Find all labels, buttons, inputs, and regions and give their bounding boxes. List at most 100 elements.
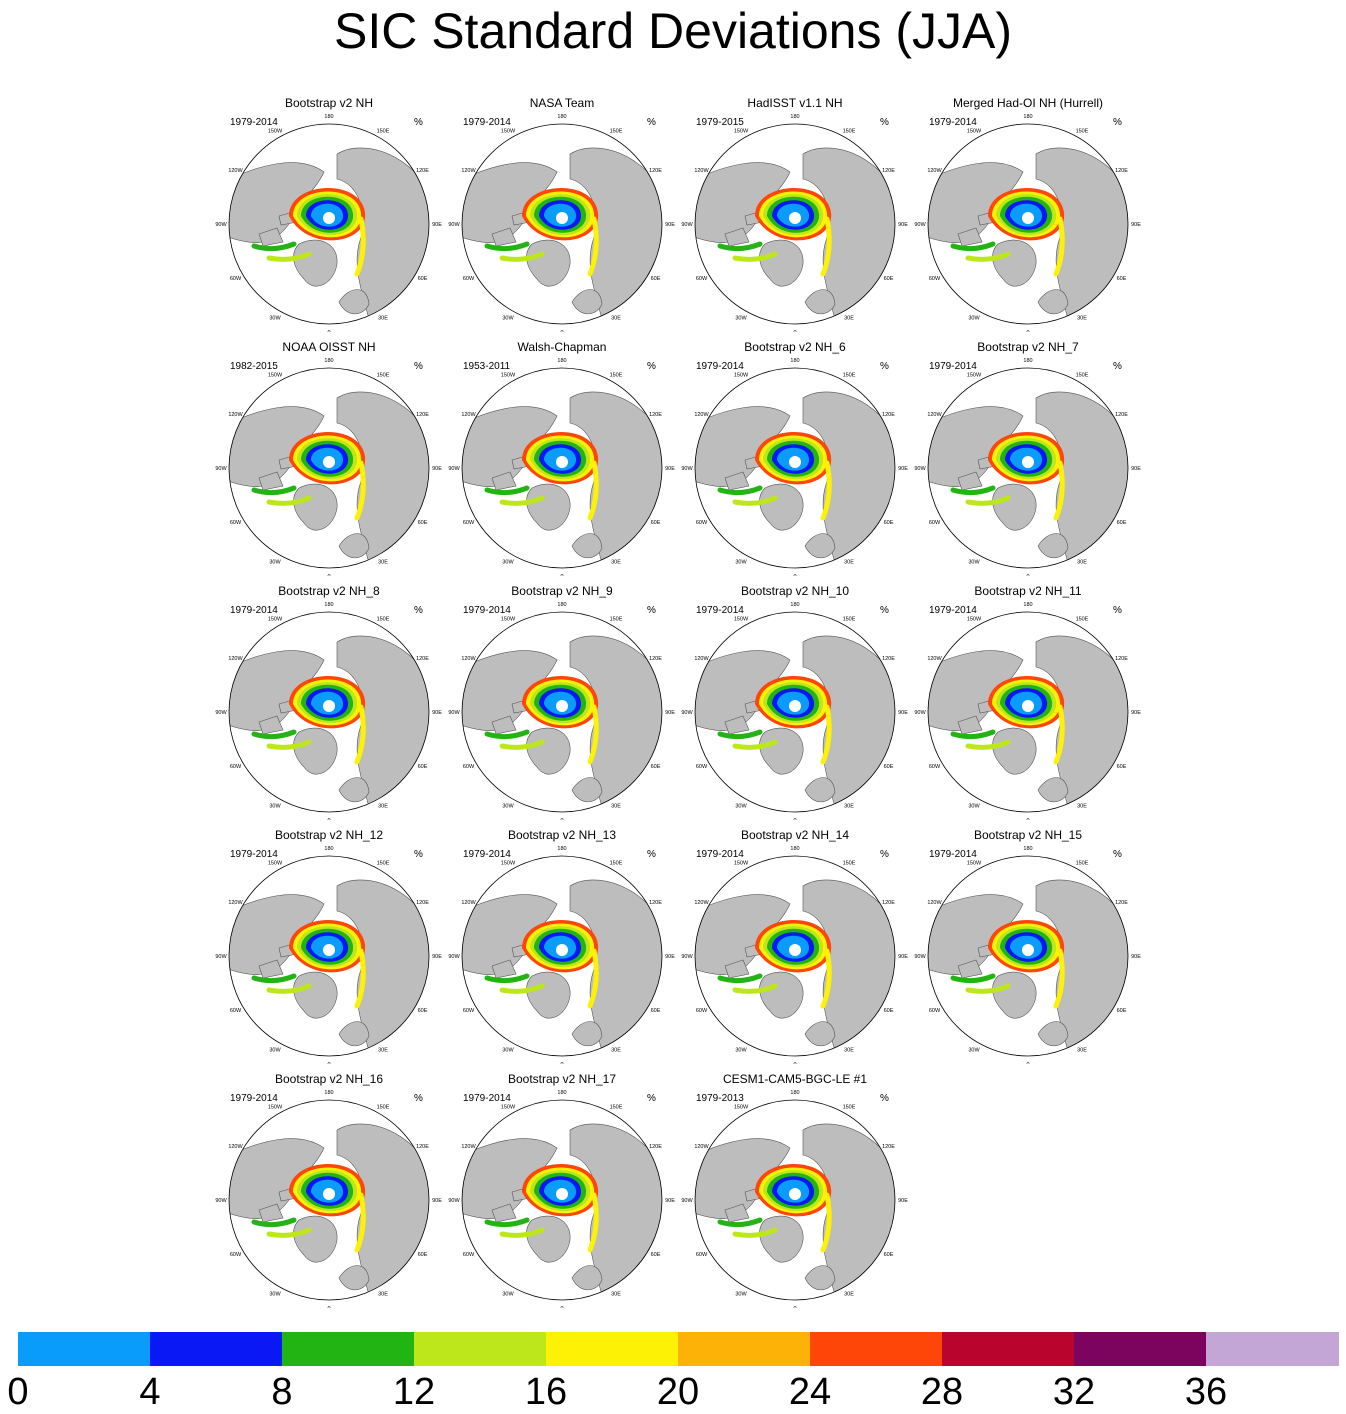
longitude-label: 30E	[378, 560, 388, 566]
sic-contour	[354, 216, 366, 277]
longitude-label: 120E	[649, 656, 662, 662]
panel-units: %	[880, 117, 889, 128]
land-mass	[804, 1265, 836, 1291]
sic-contour	[499, 739, 545, 750]
panel-period: 1979-2014	[929, 117, 977, 128]
pole-hole	[1022, 700, 1034, 712]
longitude-label: 120W	[694, 900, 709, 906]
longitude-label: 60E	[418, 1008, 428, 1014]
longitude-label: 60W	[230, 276, 242, 282]
map-boundary	[461, 367, 663, 569]
longitude-label: 180	[324, 846, 333, 852]
longitude-label: 30E	[844, 1048, 854, 1054]
panel-title: Bootstrap v2 NH_8	[278, 584, 380, 598]
longitude-label: 90E	[665, 954, 675, 960]
longitude-label: 150E	[377, 129, 390, 135]
land-mass	[258, 1203, 284, 1223]
sic-contour	[965, 739, 1011, 750]
longitude-label: 120W	[461, 168, 476, 174]
longitude-label: 90E	[898, 222, 908, 228]
panel-title: Bootstrap v2 NH	[284, 96, 374, 110]
longitude-label: 120E	[416, 1144, 429, 1150]
longitude-label: 180	[324, 114, 333, 120]
sic-contour	[354, 460, 366, 521]
sic-contour	[732, 983, 778, 994]
panel-period: 1979-2014	[929, 605, 977, 616]
land-mass	[1037, 289, 1069, 315]
land-mass	[1037, 777, 1069, 803]
polar-map: 180 150E 120E 90E 60E 30E 0 30W 60W 90W 120W 150W	[215, 1090, 442, 1308]
longitude-label: 30W	[502, 560, 514, 566]
panel-units: %	[647, 605, 656, 616]
polar-map: 180 150E 120E 90E 60E 30E 0 30W 60W 90W 120W 150W	[215, 846, 442, 1064]
colorbar-tick-label: 12	[392, 1371, 436, 1413]
longitude-label: 90W	[681, 710, 693, 716]
map-boundary	[694, 1099, 896, 1301]
longitude-label: 150W	[734, 617, 749, 623]
longitude-label: 120E	[882, 412, 895, 418]
sic-contour	[251, 973, 297, 984]
longitude-label: 30E	[378, 1292, 388, 1298]
map-boundary	[927, 611, 1129, 813]
polar-map: 180 150E 120E 90E 60E 30E 0 30W 60W 90W 120W 150W	[448, 358, 675, 576]
longitude-label: 120E	[1115, 900, 1128, 906]
longitude-label: 90W	[448, 222, 460, 228]
sic-contour	[717, 485, 763, 496]
longitude-label: 30W	[269, 316, 281, 322]
longitude-label: 30E	[378, 1048, 388, 1054]
panel-period: 1979-2014	[929, 361, 977, 372]
longitude-label: 120W	[927, 412, 942, 418]
land-mass	[491, 1203, 517, 1223]
longitude-label: 30W	[502, 1292, 514, 1298]
map-boundary	[228, 367, 430, 569]
colorbar-tick-label: 16	[524, 1371, 568, 1413]
panel-units: %	[647, 117, 656, 128]
sic-contour	[251, 241, 297, 252]
longitude-label: 150W	[501, 1105, 516, 1111]
panel-units: %	[1113, 117, 1122, 128]
longitude-label: 150W	[734, 373, 749, 379]
map-boundary	[694, 611, 896, 813]
map-panel: Walsh-Chapman 1953-2011% 180 150E 120E 90E 60E…	[447, 340, 677, 576]
sic-contour	[820, 1192, 832, 1253]
longitude-label: 120E	[416, 168, 429, 174]
longitude-label: 60W	[463, 1008, 475, 1014]
longitude-label: 120W	[461, 656, 476, 662]
land-mass	[293, 239, 338, 287]
panel-units: %	[647, 1093, 656, 1104]
longitude-label: 0	[793, 1306, 796, 1308]
longitude-label: 120E	[416, 412, 429, 418]
land-mass	[491, 471, 517, 491]
land-mass	[804, 777, 836, 803]
longitude-label: 0	[560, 818, 563, 820]
longitude-label: 30E	[844, 560, 854, 566]
panel-period: 1979-2013	[696, 1093, 744, 1104]
longitude-label: 60E	[884, 764, 894, 770]
panel-units: %	[880, 1093, 889, 1104]
panel-period: 1979-2014	[230, 849, 278, 860]
longitude-label: 120E	[1115, 168, 1128, 174]
longitude-label: 150E	[610, 373, 623, 379]
longitude-label: 30E	[1077, 804, 1087, 810]
longitude-label: 30E	[844, 804, 854, 810]
sic-contour	[732, 1227, 778, 1238]
land-mass	[526, 239, 571, 287]
longitude-label: 120W	[694, 412, 709, 418]
longitude-label: 60W	[929, 1008, 941, 1014]
polar-map: 180 150E 120E 90E 60E 30E 0 30W 60W 90W 120W 150W	[681, 114, 908, 332]
longitude-label: 60E	[884, 1252, 894, 1258]
longitude-label: 120W	[694, 656, 709, 662]
longitude-label: 60W	[230, 520, 242, 526]
longitude-label: 90E	[432, 710, 442, 716]
longitude-label: 150W	[268, 1105, 283, 1111]
sic-contour	[820, 704, 832, 765]
sic-contour	[717, 241, 763, 252]
land-mass	[804, 1021, 836, 1047]
longitude-label: 60E	[651, 1008, 661, 1014]
longitude-label: 120E	[649, 168, 662, 174]
pole-hole	[789, 456, 801, 468]
longitude-label: 90W	[914, 222, 926, 228]
longitude-label: 120W	[461, 412, 476, 418]
longitude-label: 150W	[501, 129, 516, 135]
land-mass	[526, 1215, 571, 1263]
